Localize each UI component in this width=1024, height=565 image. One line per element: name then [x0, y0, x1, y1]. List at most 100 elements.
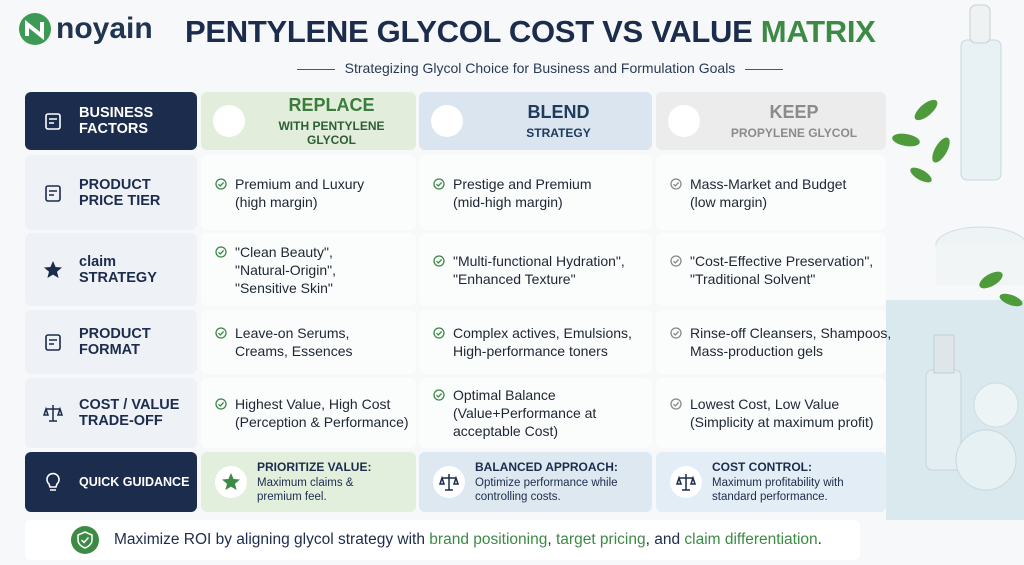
matrix-cell: Premium and Luxury (high margin) [201, 155, 416, 230]
check-icon [433, 389, 445, 401]
cell-text: Mass-Market and Budget (low margin) [690, 175, 846, 231]
cell-text: Optimal Balance (Value+Performance at acce… [453, 386, 596, 448]
text-line: Lowest Cost, Low Value [690, 396, 840, 412]
text-line: Prestige and Premium [453, 175, 592, 192]
text-line: premium feel. [257, 491, 327, 503]
text-line: "Enhanced Texture" [453, 270, 576, 287]
guidance-text: PRIORITIZE VALUE: Maximum claims & premium… [257, 460, 371, 504]
row-label: claim STRATEGY [25, 233, 197, 306]
icon [433, 466, 465, 498]
title-main: PENTYLENE GLYCOL COST VS VALUE [185, 14, 753, 49]
column-header: KEEP PROPYLENE GLYCOL [656, 92, 886, 150]
title: PENTYLENE GLYCOL COST VS VALUE MATRIX [185, 14, 905, 50]
text-line: High-performance toners [453, 343, 608, 359]
text-line: "Clean Beauty", [235, 243, 333, 260]
icon [37, 254, 69, 286]
guidance-text: BALANCED APPROACH: Optimize performance w… [475, 460, 618, 504]
matrix-cell: Mass-Market and Budget (low margin) [656, 155, 886, 230]
text-line: "Natural-Origin", [235, 261, 336, 278]
title-accent: MATRIX [760, 14, 876, 49]
text-line: "Traditional Solvent" [690, 270, 816, 287]
text-line: COST / VALUE [79, 397, 180, 413]
matrix-cell: Highest Value, High Cost (Perception & Pe… [201, 378, 416, 448]
footer-part: . [817, 531, 822, 548]
icon-glyph [436, 110, 458, 132]
text-line: Leave-on Serums, [235, 325, 350, 341]
text-line: Rinse-off Cleansers, Shampoos, [690, 325, 892, 341]
check-icon [215, 398, 227, 410]
column-title-main: KEEP [769, 102, 819, 122]
text-line: claim [79, 253, 117, 270]
cell-text: Highest Value, High Cost (Perception & Pe… [235, 395, 409, 448]
icon-glyph [45, 184, 61, 202]
column-title: BLEND STRATEGY [475, 102, 652, 140]
text-line: (Simplicity at maximum profit) [690, 414, 874, 430]
icon [37, 105, 69, 137]
row-label-text: COST / VALUE TRADE-OFF [79, 397, 179, 429]
cell-text: Lowest Cost, Low Value (Simplicity at max… [690, 395, 874, 448]
check-icon [670, 177, 682, 190]
icon [37, 326, 69, 358]
text-line: "Multi-functional Hydration", [453, 252, 625, 269]
text-line: PRICE TIER [79, 192, 161, 209]
icon-glyph [675, 474, 697, 491]
text-line: (low margin) [690, 193, 768, 210]
logo-text: noyain [56, 12, 153, 45]
guidance-cell: PRIORITIZE VALUE: Maximum claims & premium… [201, 452, 416, 512]
column-subtitle: STRATEGY [526, 126, 591, 140]
text-line: "Sensitive Skin" [235, 279, 333, 296]
matrix-cell: "Clean Beauty", "Natural-Origin", "Sensiti… [201, 233, 416, 306]
text-line: FORMAT [79, 342, 140, 358]
icon-glyph [44, 260, 62, 278]
cell-text: Rinse-off Cleansers, Shampoos, Mass-produ… [690, 324, 891, 374]
icon-glyph [45, 113, 61, 130]
column-subtitle: PROPYLENE GLYCOL [730, 126, 858, 140]
check-icon [433, 327, 445, 339]
guidance-title: BALANCED APPROACH: [475, 460, 618, 474]
footer-part: Maximize ROI by aligning glycol strategy… [114, 531, 430, 548]
matrix-cell: Complex actives, Emulsions, High-performa… [419, 310, 652, 374]
text-line: STRATEGY [79, 269, 157, 286]
icon [37, 466, 69, 498]
check-icon [215, 177, 227, 190]
check-icon [670, 398, 682, 410]
text-line: Maximum claims & [257, 477, 354, 489]
icon-glyph [218, 110, 240, 132]
icon [37, 177, 69, 209]
check-icon [433, 177, 445, 190]
column-title: REPLACE WITH PENTYLENE GLYCOL [257, 95, 416, 147]
column-title-main: REPLACE [288, 95, 375, 115]
text-line: Optimize performance while [475, 477, 618, 489]
matrix-cell: Lowest Cost, Low Value (Simplicity at max… [656, 378, 886, 448]
footer-part: , [547, 531, 556, 548]
text-line: Mass-production gels [690, 343, 824, 359]
column-title: KEEP PROPYLENE GLYCOL [712, 102, 886, 140]
icon-glyph [438, 474, 460, 491]
guidance-title: COST CONTROL: [712, 460, 812, 474]
icon-glyph [45, 334, 61, 351]
text-line: FACTORS [79, 121, 149, 137]
guidance-cell: COST CONTROL: Maximum profitability with s… [656, 452, 886, 512]
icon [215, 466, 247, 498]
text-line: (Perception & Performance) [235, 414, 409, 430]
text-line: Complex actives, Emulsions, [453, 325, 632, 341]
icon-glyph [673, 110, 695, 132]
icon-glyph [46, 472, 60, 491]
guidance-body: Optimize performance while controlling co… [475, 476, 618, 504]
matrix-cell: Prestige and Premium (mid-high margin) [419, 155, 652, 230]
text-line: (high margin) [235, 193, 318, 210]
icon [668, 105, 700, 137]
text-line: Creams, Essences [235, 343, 353, 359]
logo-mark [19, 13, 51, 45]
text-line: Premium and Luxury [235, 175, 365, 192]
icon [213, 105, 245, 137]
text-line: PRODUCT [79, 176, 151, 193]
column-header: REPLACE WITH PENTYLENE GLYCOL [201, 92, 416, 150]
matrix-cell: Leave-on Serums, Creams, Essences [201, 310, 416, 374]
column-title-main: BLEND [527, 102, 590, 122]
text-line: Optimal Balance [453, 387, 556, 403]
text-line: standard performance. [712, 491, 828, 503]
check-icon [433, 254, 445, 267]
row-label-text: claim STRATEGY [79, 254, 157, 286]
icon-glyph [42, 405, 64, 422]
